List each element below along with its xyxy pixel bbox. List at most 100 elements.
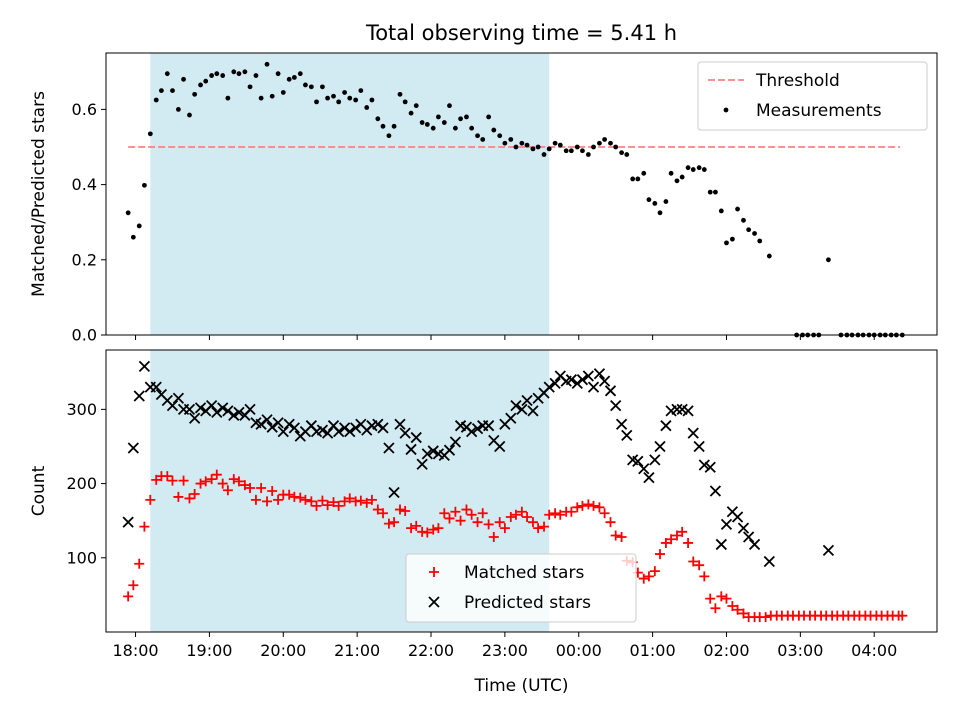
matched-star-point: [610, 530, 621, 541]
predicted-star-point: [122, 516, 134, 528]
matched-star-point: [505, 511, 516, 522]
predicted-star-point: [244, 403, 256, 416]
measurement-point: [624, 152, 630, 157]
matched-star-point: [539, 521, 550, 532]
matched-star-point: [217, 478, 228, 489]
x-tick-label: 19:00: [186, 641, 232, 660]
measurement-point: [491, 127, 497, 133]
matched-star-point: [732, 604, 743, 615]
matched-star-point: [250, 494, 261, 505]
y-axis-label: Count: [29, 465, 49, 516]
predicted-star-point: [737, 522, 750, 534]
matched-star-point: [688, 556, 699, 567]
measurement-point: [741, 217, 746, 223]
measurement-point: [380, 123, 386, 129]
measurement-point: [480, 137, 486, 142]
predicted-star-point: [183, 403, 196, 416]
matched-star-point: [738, 608, 749, 619]
x-tick-label: 22:00: [408, 641, 454, 660]
measurement-point: [696, 165, 702, 171]
measurement-point: [236, 71, 242, 77]
predicted-star-point: [405, 443, 417, 456]
predicted-star-point: [587, 381, 600, 393]
measurement-point: [530, 146, 536, 152]
matched-star-point: [273, 494, 284, 505]
predicted-star-point: [421, 448, 433, 460]
measurement-point: [325, 95, 330, 101]
measurement-point: [342, 90, 347, 95]
observing-span-shade: [150, 53, 550, 335]
measurement-point: [331, 93, 336, 99]
measurement-point: [707, 189, 713, 195]
matched-star-point: [178, 475, 189, 486]
matched-star-point: [499, 523, 510, 534]
predicted-star-point: [582, 370, 594, 382]
measurement-point: [220, 73, 226, 78]
predicted-star-point: [571, 377, 583, 390]
predicted-star-point: [610, 400, 622, 412]
x-tick-label: 00:00: [556, 641, 602, 660]
measurement-point: [663, 199, 669, 204]
matched-star-point: [372, 504, 383, 515]
measurement-point: [136, 223, 142, 229]
matched-star-point: [167, 475, 178, 486]
predicted-star-point: [261, 414, 273, 426]
matched-star-point: [683, 537, 694, 548]
measurement-point: [375, 116, 381, 122]
matched-star-point: [233, 476, 244, 487]
axes-frame: [105, 349, 938, 633]
predicted-star-point: [427, 445, 439, 457]
predicted-star-point: [763, 555, 775, 568]
measurement-point: [585, 152, 591, 157]
measurement-point: [147, 131, 153, 137]
predicted-star-point: [516, 403, 528, 416]
matched-star-point: [200, 476, 211, 487]
predicted-star-point: [693, 440, 705, 453]
matched-star-point: [522, 511, 533, 522]
measurement-point: [386, 133, 392, 139]
measurement-point: [574, 144, 580, 150]
predicted-star-point: [709, 485, 722, 497]
measurement-point: [469, 125, 475, 131]
predicted-star-point: [505, 412, 517, 424]
matched-star-point: [145, 494, 156, 505]
y-axis-label: Matched/Predicted stars: [29, 91, 49, 297]
predicted-star-point: [615, 418, 628, 430]
matched-star-point: [389, 517, 400, 528]
x-tick-label: 02:00: [703, 641, 749, 660]
predicted-star-point: [565, 374, 577, 386]
legend-label: Matched stars: [464, 563, 584, 583]
predicted-star-point: [482, 420, 495, 432]
matched-star-point: [134, 558, 145, 569]
matched-star-point: [477, 508, 488, 519]
legend-label: Measurements: [756, 101, 882, 121]
measurement-point: [447, 103, 452, 109]
predicted-star-point: [277, 425, 289, 438]
matched-star-point: [378, 508, 388, 519]
x-axis-label: Time (UTC): [474, 676, 569, 696]
matched-star-point: [284, 489, 295, 500]
predicted-star-point: [543, 381, 555, 393]
matched-star-point: [366, 494, 377, 505]
predicted-star-point: [150, 381, 162, 393]
matched-star-point: [616, 532, 627, 543]
matched-star-point: [300, 494, 311, 505]
measurement-point: [713, 189, 718, 195]
predicted-star-point: [377, 422, 389, 434]
predicted-star-point: [593, 368, 606, 380]
matched-star-point: [533, 523, 544, 534]
matched-star-point: [211, 469, 222, 480]
matched-star-point: [461, 504, 472, 515]
legend-box: [697, 61, 928, 131]
measurement-point: [198, 82, 203, 88]
predicted-star-point: [333, 425, 345, 438]
predicted-star-point: [720, 518, 733, 531]
matched-star-point: [494, 517, 505, 528]
predicted-star-point: [598, 375, 611, 387]
matched-star-point: [222, 485, 233, 496]
matched-star-point: [162, 471, 173, 482]
measurement-point: [602, 137, 607, 142]
count-panel: 100 200 300 18:00 19:00 20:00 21:00 22:00 23:00 0…: [29, 349, 938, 696]
measurement-point: [170, 88, 175, 93]
matched-star-point: [400, 506, 411, 517]
